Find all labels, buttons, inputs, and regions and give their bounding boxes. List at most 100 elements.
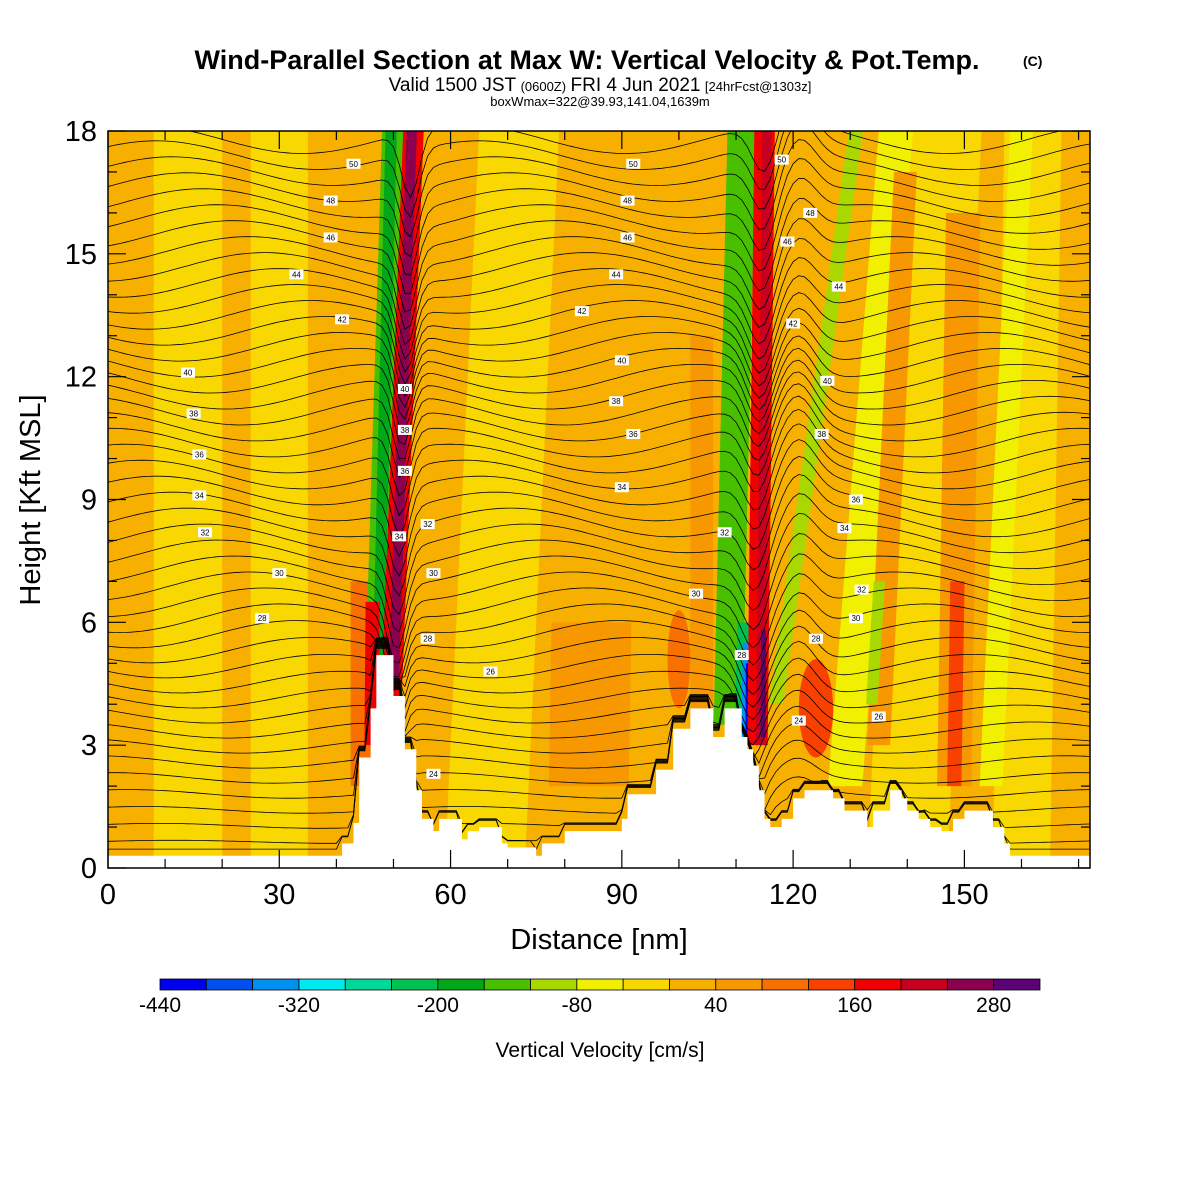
velocity-field <box>153 131 1062 868</box>
y-tick-label: 15 <box>65 239 97 271</box>
theta-label: 28 <box>258 614 267 623</box>
theta-label-box <box>848 494 863 505</box>
colorbar-swatch <box>622 978 670 991</box>
theta-contour-line <box>108 307 1090 397</box>
theta-label: 50 <box>349 160 358 169</box>
colorbar <box>159 978 1041 991</box>
theta-contour-line <box>108 275 1090 373</box>
colorbar-title: Vertical Velocity [cm/s] <box>496 1039 705 1062</box>
theta-contour-line <box>108 257 1090 360</box>
theta-label-box <box>192 490 207 501</box>
colorbar-swatch <box>530 978 578 991</box>
theta-contour-line <box>108 644 1090 812</box>
theta-contour-line <box>108 592 1090 692</box>
colorbar-tick-label: 40 <box>704 994 727 1017</box>
theta-label-box <box>392 531 407 542</box>
colorbar-tick-label: -320 <box>278 994 320 1017</box>
theta-label: 42 <box>338 315 347 324</box>
y-axis-title: Height [Kft MSL] <box>15 394 47 605</box>
theta-label-box <box>871 711 886 722</box>
colorbar-swatch <box>576 978 624 991</box>
colorbar-swatch <box>900 978 948 991</box>
theta-contour-line <box>108 158 1090 276</box>
theta-label-box <box>689 588 704 599</box>
theta-label: 38 <box>817 430 826 439</box>
theta-contour-line <box>108 639 1090 733</box>
y-tick-label: 12 <box>65 362 97 394</box>
theta-label-box <box>335 314 350 325</box>
field-downdraft-band <box>372 131 397 672</box>
theta-label-box <box>323 195 338 206</box>
theta-label: 42 <box>789 319 798 328</box>
field-yellow-band <box>153 131 223 868</box>
colorbar-swatch <box>669 978 717 991</box>
colorbar-swatch <box>808 978 856 991</box>
theta-label-box <box>734 650 749 661</box>
field-orange-band <box>690 335 714 746</box>
box-wmax-info: boxWmax=322@39.93,141.04,1639m <box>490 94 710 109</box>
theta-label-box <box>808 633 823 644</box>
terrain <box>108 655 1090 868</box>
theta-label: 36 <box>851 496 860 505</box>
x-tick-labels: 0 30 60 90 120 150 <box>100 879 989 911</box>
forecast-info: [24hrFcst@1303z] <box>705 79 811 94</box>
colorbar-tick-label: 280 <box>976 994 1011 1017</box>
theta-label: 42 <box>577 307 586 316</box>
colorbar-tick-label: 160 <box>837 994 872 1017</box>
colorbar-swatch <box>854 978 902 991</box>
theta-label-box <box>831 281 846 292</box>
theta-label: 40 <box>400 385 409 394</box>
theta-contour-line <box>108 512 1090 633</box>
colorbar-tick-label: -80 <box>562 994 592 1017</box>
theta-label-box <box>820 375 835 386</box>
field-orange-band <box>548 622 632 787</box>
theta-label-box <box>420 633 435 644</box>
theta-contour-line <box>108 646 1090 829</box>
theta-label: 40 <box>617 356 626 365</box>
theta-label-box <box>483 666 498 677</box>
plot-area: 50 48 46 44 42 40 38 36 34 32 30 28 40 38 36 34 32 30 28 26… <box>108 131 1090 868</box>
theta-label-box <box>854 584 869 595</box>
x-tick-label: 0 <box>100 879 116 911</box>
theta-contour-line <box>108 609 1090 696</box>
y-tick-label: 0 <box>81 853 97 885</box>
theta-contour-line <box>108 644 1090 795</box>
theta-contour-line <box>108 139 1090 258</box>
terrain-profile <box>108 655 1090 868</box>
theta-contour-line <box>108 371 1090 460</box>
theta-label-box <box>814 428 829 439</box>
theta-label-box <box>198 527 213 538</box>
field-orange-band <box>937 212 981 787</box>
theta-contours <box>108 131 1090 850</box>
x-axis-title: Distance [nm] <box>510 924 687 956</box>
x-tick-label: 30 <box>263 879 295 911</box>
field-downdraft-band <box>713 131 757 725</box>
theta-label: 40 <box>183 369 192 378</box>
chart-title: Wind-Parallel Section at Max W: Vertical… <box>195 45 980 75</box>
theta-contour-line <box>108 625 1090 708</box>
theta-contour-line <box>108 439 1090 557</box>
theta-label-box <box>620 195 635 206</box>
theta-contour-line <box>108 647 1090 844</box>
theta-label: 32 <box>720 528 729 537</box>
field-updraft-band <box>755 131 772 746</box>
field-downdraft-band <box>866 581 886 705</box>
theta-contour-line <box>108 642 1090 779</box>
theta-contour-line <box>108 455 1090 578</box>
colorbar-swatch <box>205 978 254 991</box>
theta-label: 46 <box>623 233 632 242</box>
theta-label: 44 <box>834 283 843 292</box>
theta-label: 26 <box>486 667 495 676</box>
theta-label: 36 <box>195 450 204 459</box>
theta-label: 30 <box>692 590 701 599</box>
valid-time: Valid 1500 JST <box>389 75 517 96</box>
y-tick-label: 18 <box>65 116 97 148</box>
field-yellow-band <box>979 131 1033 787</box>
theta-label-box <box>272 568 287 579</box>
theta-label-box <box>323 232 338 243</box>
theta-contour-line <box>108 359 1090 445</box>
theta-contour-line <box>108 640 1090 746</box>
theta-label: 48 <box>623 197 632 206</box>
theta-label-box <box>420 519 435 530</box>
theta-label: 40 <box>823 377 832 386</box>
